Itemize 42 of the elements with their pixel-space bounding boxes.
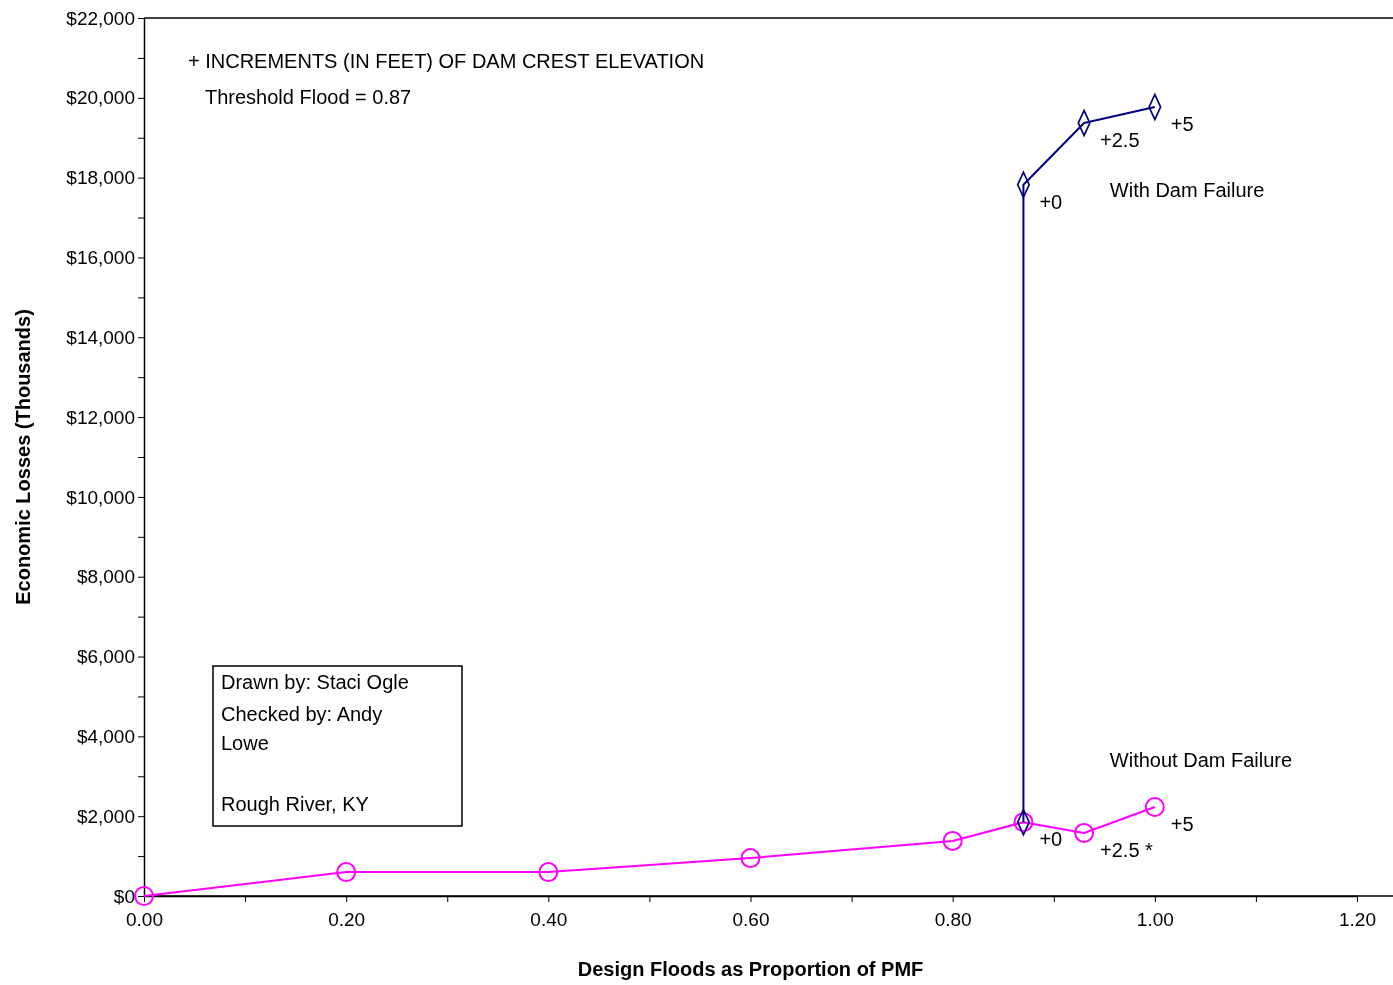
annotation: Checked by: Andy Lowe <box>221 703 383 754</box>
y-tick-label: $16,000 <box>66 247 135 269</box>
point <box>1144 797 1165 817</box>
x-tick-label: 0.80 <box>934 908 972 930</box>
y-tick-label: $4,000 <box>76 725 135 747</box>
y-tick-label: $22,000 <box>66 7 135 29</box>
point <box>942 830 963 851</box>
x-tick-label: 0.20 <box>328 908 366 930</box>
point <box>1074 822 1095 843</box>
point <box>538 862 559 883</box>
point <box>336 862 357 883</box>
annotation: +0 <box>1039 190 1063 213</box>
x-axis-title: Design Floods as Proportion of PMF <box>577 958 924 980</box>
text: Without Dam Failure <box>1109 749 1293 771</box>
x-tick-label: 0.60 <box>732 908 770 930</box>
y-tick-label: $14,000 <box>66 326 135 348</box>
point <box>1013 812 1034 833</box>
annotation: +5 <box>1170 113 1194 135</box>
y-tick-label: $20,000 <box>66 87 135 109</box>
annotation: Threshold Flood = 0.87 <box>205 86 412 108</box>
y-tick-label: $10,000 <box>66 486 135 508</box>
annotation: +5 <box>1170 813 1194 835</box>
y-tick-label: $6,000 <box>76 646 135 668</box>
annotation: +2.5 * <box>1100 838 1154 861</box>
y-tick-label: $12,000 <box>66 406 135 428</box>
text: With Dam Failure <box>1109 179 1265 201</box>
x-tick-label: 1.00 <box>1136 908 1174 930</box>
x-tick-label: 0.00 <box>126 908 163 930</box>
annotation: Rough River, KY <box>221 793 369 815</box>
y-tick-label: $8,000 <box>76 566 135 588</box>
x-tick-label: 0.40 <box>530 908 568 930</box>
x-tick-label: 1.20 <box>1339 908 1376 930</box>
y-axis-title: Economic Losses (Thousands) <box>12 309 34 605</box>
y-tick-label: $2,000 <box>76 805 135 827</box>
y-tick-label: $0 <box>113 885 135 907</box>
point <box>134 886 154 906</box>
annotation: Drawn by: Staci Ogle <box>221 671 409 693</box>
point <box>740 848 761 869</box>
annotation: +2.5 <box>1100 128 1140 151</box>
y-tick-label: $18,000 <box>66 167 135 189</box>
annotation: +0 <box>1039 828 1063 851</box>
annotation: + INCREMENTS (IN FEET) OF DAM CREST ELEVATION <box>188 50 705 72</box>
